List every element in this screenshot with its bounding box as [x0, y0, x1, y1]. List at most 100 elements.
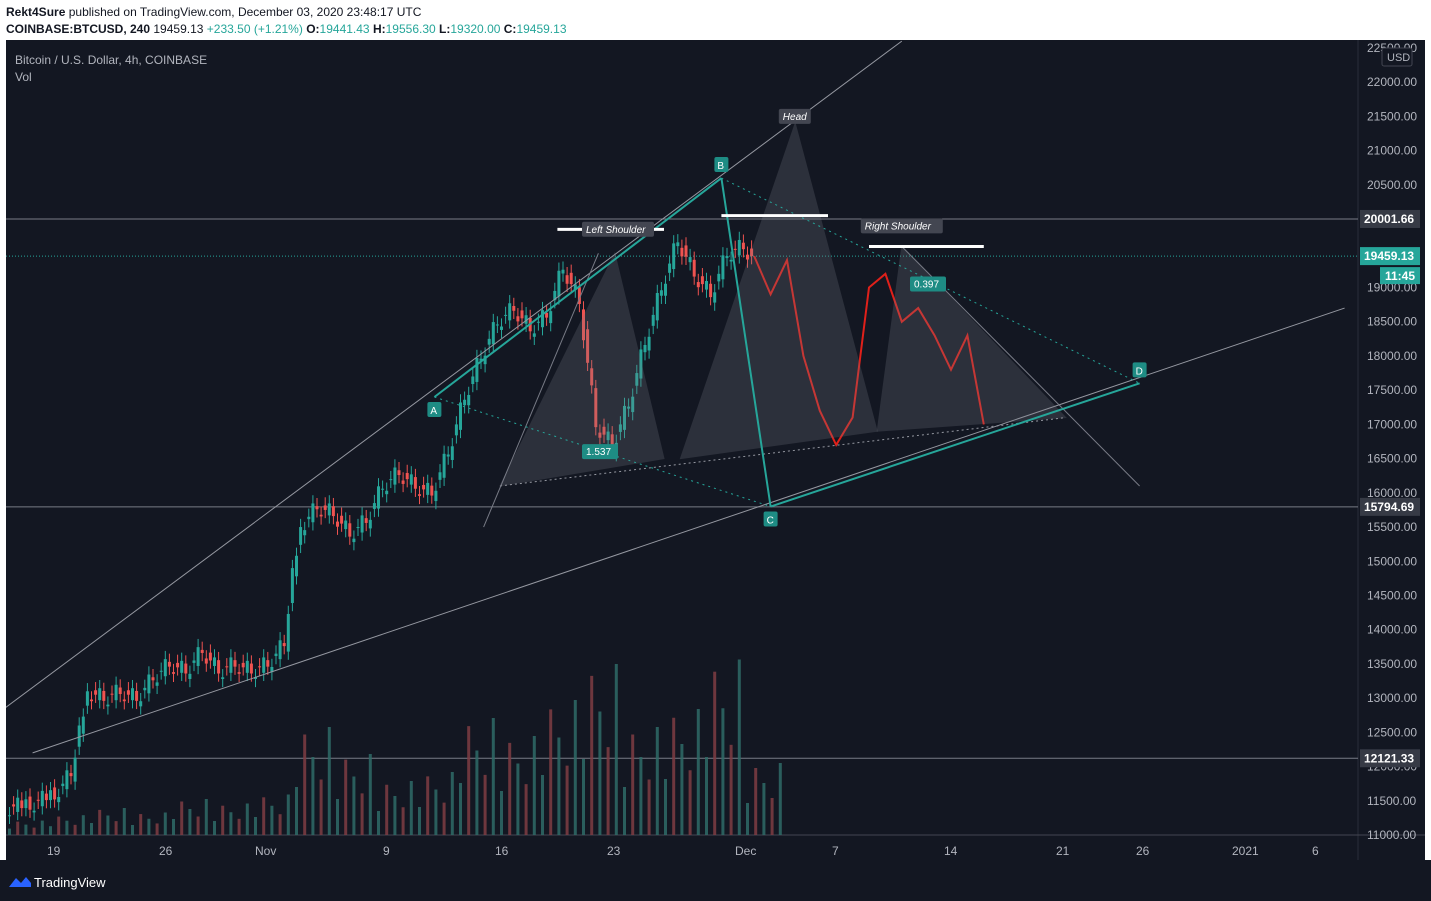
candle-body [135, 690, 139, 701]
candle-body [24, 799, 28, 809]
candle-body [610, 434, 614, 448]
candle-body [204, 658, 208, 664]
candle-body [709, 283, 713, 298]
candle-body [446, 454, 450, 457]
right-shoulder-label: Right Shoulder [865, 221, 932, 232]
candle-body [40, 790, 44, 807]
candle-body [471, 376, 475, 385]
ratio-bd-label: 0.397 [914, 280, 939, 291]
open-value: 19441.43 [319, 22, 370, 36]
candle-body [167, 661, 171, 667]
candle-body [508, 303, 512, 321]
candle-body [131, 688, 134, 701]
volume-bar [188, 809, 192, 835]
volume-bar [57, 816, 61, 835]
candle-body [258, 666, 262, 668]
candle-body [676, 242, 680, 247]
candle-body [196, 647, 200, 666]
x-tick-label: 14 [944, 844, 958, 858]
candle-body [262, 657, 266, 673]
head-label-box [778, 108, 811, 124]
candle-body [664, 283, 667, 296]
candle-body [672, 243, 676, 270]
candle-body [590, 368, 594, 386]
x-tick-label: 19 [47, 844, 61, 858]
candle-body [12, 804, 16, 807]
candle-body [90, 699, 93, 702]
candle-body [336, 521, 339, 527]
volume-bar [672, 717, 676, 835]
last-price-tag [1360, 247, 1420, 266]
volume-bar [360, 793, 364, 835]
candle-body [299, 527, 303, 545]
candle-body [725, 256, 729, 259]
candle-body [639, 349, 643, 379]
publisher-name[interactable]: Rekt4Sure [6, 5, 66, 19]
candle-body [340, 515, 344, 524]
upper-trendline [6, 40, 903, 708]
abcd-leg-bc [720, 177, 772, 507]
candle-body [401, 480, 405, 484]
volume-bar [163, 812, 167, 835]
x-tick-label: 26 [159, 844, 173, 858]
volume-bar [344, 759, 348, 835]
brand-name[interactable]: TradingView [34, 875, 106, 890]
y-tick-label: 15000.00 [1367, 554, 1417, 568]
candle-body [344, 520, 348, 530]
candle-body [541, 310, 544, 328]
volume-bar [327, 727, 331, 835]
candle-body [442, 453, 446, 478]
candle-body [16, 797, 20, 812]
x-tick-label: 9 [383, 844, 390, 858]
candle-body [32, 810, 36, 813]
candle-body [364, 518, 368, 523]
point-a-label: A [430, 406, 437, 417]
price-level-label: 12121.33 [1364, 751, 1414, 765]
volume-bar [49, 826, 52, 835]
volume-bar [491, 718, 495, 835]
volume-bar [778, 763, 782, 835]
candle-body [331, 506, 335, 517]
candle-body [651, 314, 655, 326]
candle-body [57, 797, 61, 803]
volume-bar [385, 784, 389, 835]
candle-body [180, 660, 184, 673]
candle-body [139, 701, 143, 707]
volume-bar [8, 828, 11, 835]
candle-body [98, 688, 102, 701]
x-tick-label: 2021 [1232, 844, 1259, 858]
candle-body [8, 815, 11, 817]
candle-body [557, 270, 561, 297]
candle-body [200, 649, 204, 653]
candle-body [233, 660, 237, 667]
volume-bar [254, 817, 257, 835]
candle-body [598, 432, 602, 438]
volume-bar [631, 734, 635, 835]
price-chart-svg[interactable]: 11000.0011500.0012000.0012500.0013000.00… [6, 40, 1425, 895]
point-a-label-box [427, 402, 442, 418]
abcd-leg-cd [770, 382, 1140, 508]
chart-legend: Bitcoin / U.S. Dollar, 4h, COINBASE Vol [15, 53, 207, 87]
volume-bar [122, 808, 126, 835]
head-label: Head [783, 112, 807, 123]
left-shoulder-shape [499, 251, 665, 487]
candle-body [405, 472, 409, 480]
candle-body [278, 640, 282, 660]
candle-body [229, 657, 233, 673]
candle-body [561, 269, 565, 274]
candle-body [241, 662, 245, 668]
candle-body [290, 568, 294, 604]
volume-bar [90, 823, 93, 835]
chart-area[interactable]: 11000.0011500.0012000.0012500.0013000.00… [6, 40, 1425, 895]
volume-bar [647, 779, 651, 835]
candle-body [192, 660, 196, 663]
candle-body [270, 666, 274, 673]
volume-bar [500, 791, 503, 835]
volume-bar [311, 757, 315, 835]
candle-body [733, 248, 737, 250]
candle-body [102, 690, 106, 701]
candle-body [73, 757, 77, 782]
candle-body [254, 677, 257, 679]
candle-body [397, 470, 401, 476]
volume-bar [426, 776, 430, 835]
